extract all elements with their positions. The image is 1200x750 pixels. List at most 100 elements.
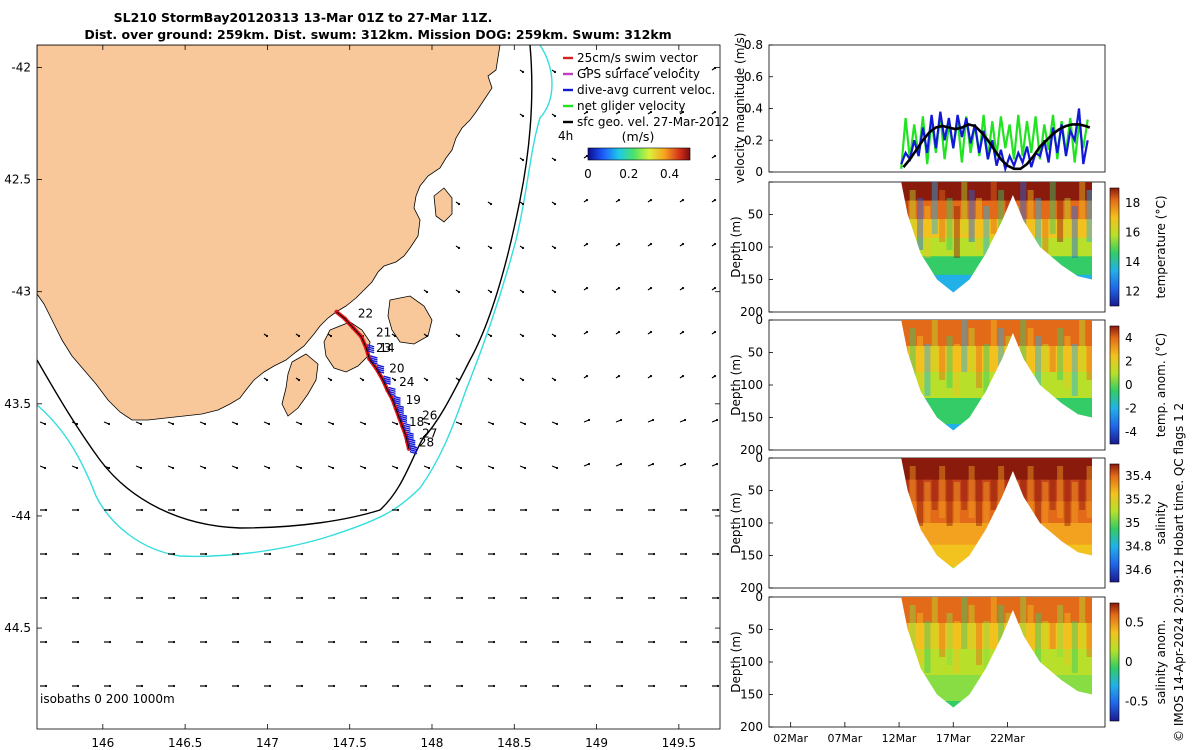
velocity-arrow-42 bbox=[231, 421, 239, 426]
velocity-series-1 bbox=[900, 108, 1089, 173]
dive-avg-vector bbox=[393, 401, 401, 406]
salinity-cbar-tick-2: 35 bbox=[1125, 516, 1140, 530]
time-axis: 02Mar 07Mar 12Mar 17Mar 22Mar bbox=[773, 722, 1025, 745]
velocity-arrow-53 bbox=[264, 508, 272, 512]
dive-avg-vector bbox=[376, 364, 385, 368]
temperature-cbar-label: temperature (°C) bbox=[1154, 196, 1168, 299]
day-label-21: 21 bbox=[376, 326, 391, 340]
temperature-cbar-tick-0: 18 bbox=[1125, 196, 1140, 210]
velocity-arrow-161 bbox=[583, 198, 589, 203]
velocity-arrow-221 bbox=[711, 198, 717, 203]
velocity-arrow-20 bbox=[104, 684, 112, 688]
salinity-texture bbox=[924, 482, 931, 534]
temp_anom-texture bbox=[909, 328, 916, 380]
sal_anom-texture bbox=[946, 613, 953, 665]
sal_anom-texture bbox=[968, 605, 975, 657]
sal_anom-texture bbox=[1086, 605, 1092, 657]
velocity-arrow-133 bbox=[519, 289, 525, 294]
time-tick-1: 07Mar bbox=[827, 732, 862, 745]
map-y-tick-4: -44 bbox=[11, 509, 31, 523]
temperature-texture bbox=[931, 182, 938, 234]
velocity-arrow-75 bbox=[328, 684, 336, 688]
sal_anom-cbar-label: salinity anom. bbox=[1154, 620, 1168, 705]
salinity-texture bbox=[1079, 458, 1086, 510]
velocity-arrow-109 bbox=[455, 421, 463, 426]
dive-avg-vector bbox=[383, 375, 391, 379]
sal_anom-y-tick-4: 200 bbox=[740, 720, 763, 734]
velocity-arrow-207 bbox=[679, 242, 685, 247]
velocity-arrow-15 bbox=[103, 465, 111, 470]
velocity-arrow-18 bbox=[104, 596, 112, 600]
velocity-y-tick-1: 0.2 bbox=[744, 133, 763, 147]
velocity-arrow-222 bbox=[711, 242, 717, 247]
temp_anom-band-0 bbox=[901, 320, 1092, 347]
velocity-arrow-181 bbox=[615, 418, 623, 423]
velocity-arrow-64 bbox=[296, 596, 304, 600]
velocity-arrow-85 bbox=[391, 333, 397, 338]
velocity-arrow-208 bbox=[679, 286, 685, 291]
map-y-tick-3: 43.5 bbox=[4, 397, 31, 411]
velocity-arrow-12 bbox=[72, 640, 80, 644]
temperature-texture bbox=[1086, 190, 1092, 242]
velocity-arrow-29 bbox=[167, 465, 175, 470]
dive-avg-vector bbox=[366, 350, 375, 354]
sal_anom-texture bbox=[983, 621, 990, 673]
temp_anom-texture bbox=[1057, 328, 1064, 380]
dive-avg-vector bbox=[399, 415, 408, 419]
land-maria-island bbox=[433, 187, 453, 223]
velocity-arrow-69 bbox=[327, 421, 335, 426]
velocity-arrow-67 bbox=[327, 333, 333, 338]
sal_anom-texture bbox=[1027, 605, 1034, 657]
velocity-y-tick-3: 0.6 bbox=[744, 70, 763, 84]
salinity-texture bbox=[990, 458, 997, 510]
velocity-arrow-214 bbox=[680, 552, 688, 556]
velocity-arrow-127 bbox=[488, 684, 496, 688]
velocity-arrow-203 bbox=[679, 66, 685, 71]
velocity-arrow-60 bbox=[295, 421, 303, 426]
velocity-arrow-123 bbox=[488, 508, 496, 512]
salinity-y-tick-0: 0 bbox=[755, 451, 763, 465]
isobath-1000m bbox=[37, 45, 553, 558]
temp_anom-texture bbox=[990, 320, 997, 372]
dive-avg-vector bbox=[396, 404, 404, 408]
velocity-arrow-116 bbox=[487, 201, 493, 206]
sal_anom-panel: 0 50 100 150 200 Depth (m) 0.5 0 -0.5 salinity an… bbox=[729, 590, 1168, 734]
temperature-y-tick-2: 100 bbox=[740, 240, 763, 254]
velocity-arrow-2 bbox=[40, 508, 48, 512]
velocity-arrow-45 bbox=[232, 552, 240, 556]
salinity-cbar-tick-4: 34.6 bbox=[1125, 563, 1152, 577]
temp_anom-texture bbox=[961, 320, 968, 372]
velocity-arrow-89 bbox=[392, 508, 400, 512]
temp_anom-texture bbox=[924, 344, 931, 396]
dive-avg-vector bbox=[408, 440, 416, 444]
velocity-arrow-79 bbox=[359, 465, 367, 470]
velocity-arrow-120 bbox=[487, 377, 493, 382]
day-label-20: 20 bbox=[389, 361, 404, 375]
temp_anom-cbar-label: temp. anom. (°C) bbox=[1154, 333, 1168, 437]
velocity-arrow-81 bbox=[360, 552, 368, 556]
velocity-arrow-147 bbox=[551, 245, 557, 250]
velocity-arrow-171 bbox=[584, 640, 592, 644]
map-legend: 25cm/s swim vector GPS surface velocity di… bbox=[563, 51, 729, 129]
day-label-23: 23 bbox=[376, 341, 391, 355]
velocity-arrow-28 bbox=[167, 421, 175, 426]
temp_anom-texture bbox=[931, 320, 938, 372]
temp_anom-texture bbox=[976, 336, 983, 388]
salinity-texture bbox=[1057, 466, 1064, 518]
velocity-arrow-172 bbox=[584, 684, 592, 688]
track-centerline bbox=[336, 311, 410, 449]
sal_anom-colorbar bbox=[1109, 602, 1120, 722]
velocity-arrow-176 bbox=[615, 198, 621, 203]
velocity-arrow-14 bbox=[103, 421, 111, 426]
velocity-arrow-122 bbox=[487, 465, 495, 470]
temp_anom-texture bbox=[983, 344, 990, 396]
temperature-y-tick-3: 150 bbox=[740, 273, 763, 287]
velocity-arrow-26 bbox=[136, 640, 144, 644]
salinity-cbar-label: salinity bbox=[1154, 501, 1168, 544]
velocity-arrow-111 bbox=[456, 508, 464, 512]
velocity-y-tick-0: 0 bbox=[755, 165, 763, 179]
velocity-arrow-226 bbox=[711, 418, 719, 423]
dive-avg-vector bbox=[409, 450, 418, 455]
velocity-arrow-70 bbox=[327, 465, 335, 470]
salinity-texture bbox=[1020, 458, 1027, 510]
